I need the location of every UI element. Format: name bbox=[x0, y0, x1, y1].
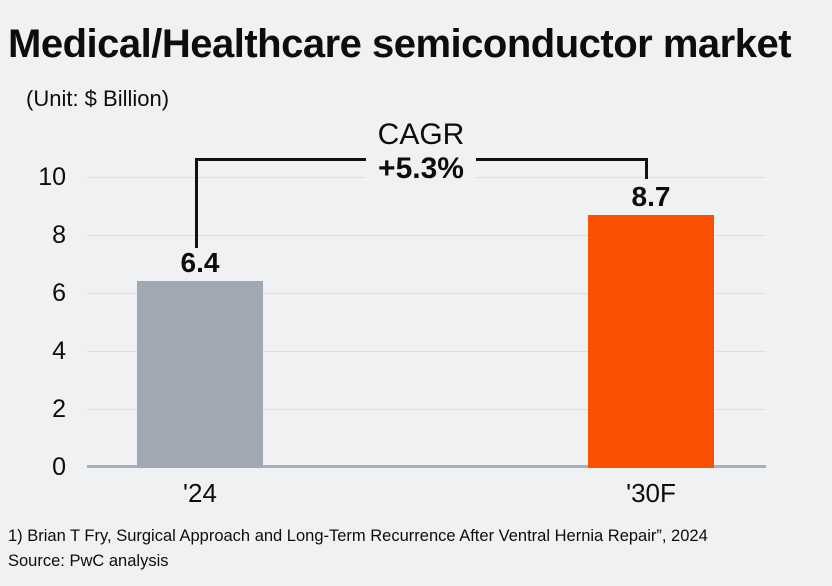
bar-30f bbox=[588, 215, 714, 468]
gridline bbox=[87, 293, 766, 294]
bar-value-label: 6.4 bbox=[180, 247, 220, 278]
gridline bbox=[87, 235, 766, 236]
y-axis-tick-label: 6 bbox=[52, 279, 66, 307]
bar-24 bbox=[137, 281, 263, 468]
page-title: Medical/Healthcare semiconductor market bbox=[8, 22, 792, 66]
footnote-text: 1) Brian T Fry, Surgical Approach and Lo… bbox=[8, 527, 708, 545]
unit-label: (Unit: $ Billion) bbox=[26, 86, 170, 111]
source-text: Source: PwC analysis bbox=[8, 552, 169, 570]
x-axis-category-label: '24 bbox=[183, 478, 217, 508]
cagr-bracket-right-tick bbox=[645, 158, 648, 179]
y-axis-tick-label: 4 bbox=[52, 337, 66, 365]
cagr-bracket-left-tick bbox=[195, 158, 198, 248]
cagr-annotation: CAGR +5.3% bbox=[330, 118, 512, 186]
y-axis-tick-label: 10 bbox=[38, 163, 66, 191]
cagr-value: +5.3% bbox=[366, 152, 476, 186]
cagr-label: CAGR bbox=[377, 118, 465, 151]
bar-value-label: 8.7 bbox=[631, 181, 671, 212]
x-axis-line bbox=[87, 465, 766, 468]
gridline bbox=[87, 409, 766, 410]
gridline bbox=[87, 351, 766, 352]
y-axis-tick-label: 8 bbox=[52, 221, 66, 249]
y-axis-tick-label: 2 bbox=[52, 395, 66, 423]
y-axis-tick-label: 0 bbox=[52, 453, 66, 481]
x-axis-category-label: '30F bbox=[626, 478, 676, 508]
